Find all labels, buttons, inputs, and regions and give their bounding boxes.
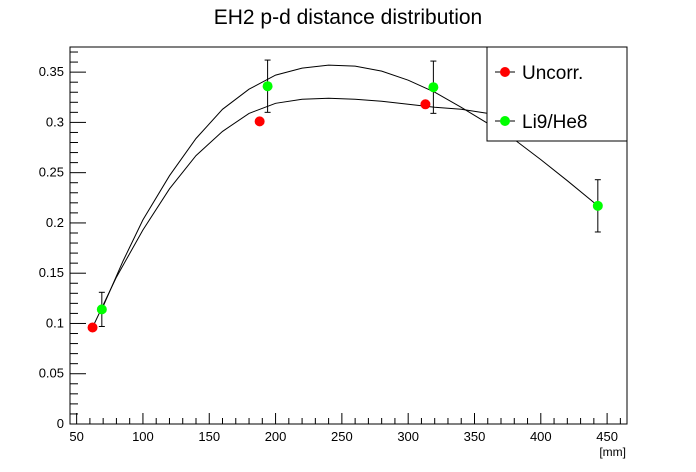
y-tick-label: 0 bbox=[57, 416, 64, 431]
x-tick-label: 250 bbox=[331, 429, 353, 444]
fit-curve-series-0 bbox=[92, 97, 488, 328]
data-point-series-1 bbox=[428, 82, 439, 93]
x-tick-label: 400 bbox=[530, 429, 552, 444]
x-tick-label: 350 bbox=[464, 429, 486, 444]
y-tick-label: 0.15 bbox=[39, 265, 64, 280]
plot-frame bbox=[69, 46, 628, 425]
y-tick-labels: 0 0.05 0.1 0.15 0.2 0.25 0.3 0.35 bbox=[39, 64, 64, 431]
legend-box bbox=[486, 46, 628, 142]
legend: Uncorr. Li9/He8 bbox=[486, 46, 628, 142]
y-tick-label: 0.3 bbox=[46, 114, 64, 129]
x-tick-label: 150 bbox=[198, 429, 220, 444]
y-tick-label: 0.2 bbox=[46, 215, 64, 230]
chart-title: EH2 p-d distance distribution bbox=[214, 6, 482, 29]
x-tick-label: 50 bbox=[69, 429, 83, 444]
data-point-series-0 bbox=[87, 322, 98, 333]
data-point-series-1 bbox=[592, 200, 603, 211]
legend-label-uncorr: Uncorr. bbox=[522, 63, 583, 84]
x-tick-label: 200 bbox=[265, 429, 287, 444]
x-tick-label: 300 bbox=[397, 429, 419, 444]
data-point-series-1 bbox=[262, 81, 273, 92]
y-tick-label: 0.05 bbox=[39, 366, 64, 381]
x-tick-label: 450 bbox=[596, 429, 618, 444]
legend-label-li9he8: Li9/He8 bbox=[522, 112, 588, 133]
x-tick-labels: 50 100 150 200 250 300 350 400 450 bbox=[69, 429, 618, 444]
axis-ticks bbox=[70, 51, 621, 425]
data-point-series-0 bbox=[254, 116, 265, 127]
legend-marker-li9he8 bbox=[500, 116, 510, 126]
x-tick-label: 100 bbox=[132, 429, 154, 444]
y-tick-label: 0.25 bbox=[39, 165, 64, 180]
data-points bbox=[87, 81, 603, 333]
y-tick-label: 0.35 bbox=[39, 64, 64, 79]
data-point-series-1 bbox=[96, 304, 107, 315]
y-tick-label: 0.1 bbox=[46, 315, 64, 330]
x-axis-label: [mm] bbox=[599, 445, 626, 459]
data-point-series-0 bbox=[420, 99, 431, 110]
legend-marker-uncorr bbox=[500, 67, 510, 77]
